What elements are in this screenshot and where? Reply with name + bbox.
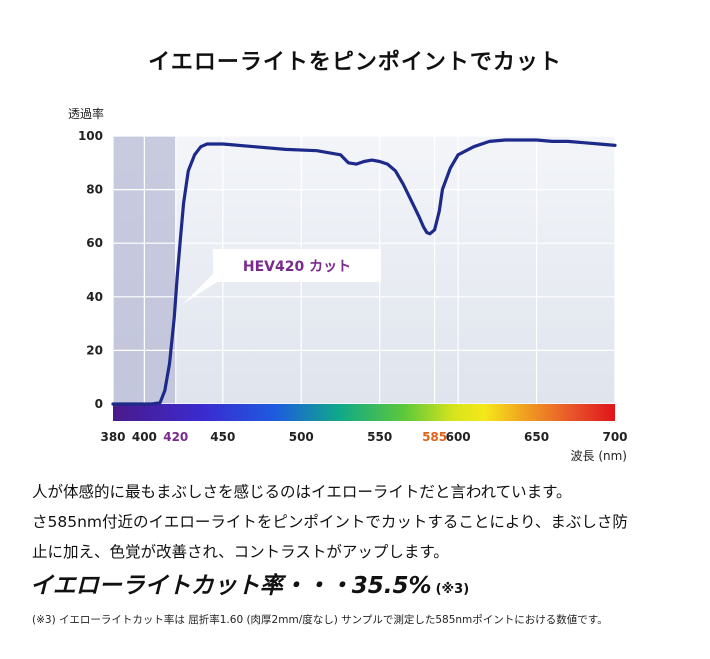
y-tick-label: 60 <box>86 236 103 250</box>
description-line-2: さ585nm付近のイエローライトをピンポイントでカットすることにより、まぶしさ防 <box>32 513 628 531</box>
y-tick-label: 40 <box>86 290 103 304</box>
description-line-3: 止に加え、色覚が改善され、コントラストがアップします。 <box>32 543 449 561</box>
x-tick-label: 585 <box>422 430 447 444</box>
y-tick-label: 20 <box>86 343 103 357</box>
x-tick-label: 450 <box>210 430 235 444</box>
x-tick-label: 500 <box>289 430 314 444</box>
annotation-box <box>213 249 381 282</box>
x-tick-label: 380 <box>100 430 125 444</box>
yellow-cut-rate: イエローライトカット率・・・35.5% (※3) <box>30 566 469 600</box>
x-tick-label: 550 <box>367 430 392 444</box>
x-tick-label: 700 <box>602 430 627 444</box>
yellow-cut-rate-text: イエローライトカット率・・・35.5% <box>30 573 432 599</box>
transmittance-line <box>111 138 617 406</box>
annotation-label: HEV420 カット <box>243 259 351 275</box>
spectrum-band <box>113 404 615 421</box>
x-tick-label: 400 <box>132 430 157 444</box>
x-tick-label: 600 <box>446 430 471 444</box>
y-tick-label: 100 <box>78 129 103 143</box>
y-tick-label: 80 <box>86 183 103 197</box>
x-axis-label: 波長 (nm) <box>571 449 627 463</box>
x-tick-label: 650 <box>524 430 549 444</box>
y-axis-label: 透過率 <box>68 106 104 121</box>
page-title: イエローライトをピンポイントでカット <box>148 50 562 75</box>
x-tick-label: 420 <box>163 430 188 444</box>
footnote: (※3) イエローライトカット率は 屈折率1.60 (肉厚2mm/度なし) サン… <box>32 614 608 626</box>
description-line-1: 人が体感的に最もまぶしさを感じるのはイエローライトだと言われています。 <box>32 483 572 501</box>
y-tick-label: 0 <box>95 397 103 411</box>
yellow-cut-rate-note: (※3) <box>435 582 470 597</box>
